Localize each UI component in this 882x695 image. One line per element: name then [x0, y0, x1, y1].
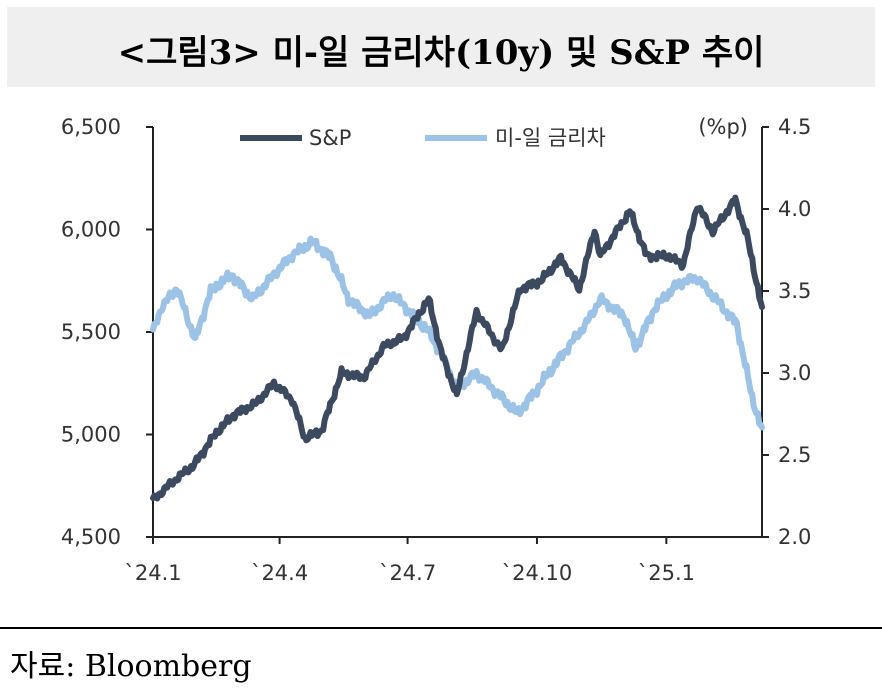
right-tick-label: 4.0: [778, 197, 811, 221]
right-tick-label: 4.5: [778, 115, 811, 139]
series-line-sp500: [150, 194, 765, 502]
x-tick-label: `24.7: [379, 561, 436, 585]
title-bar: <그림3> 미-일 금리차(10y) 및 S&P 추이: [7, 7, 875, 87]
left-tick-label: 5,500: [61, 320, 121, 344]
left-tick-label: 6,500: [61, 115, 121, 139]
right-tick-label: 2.0: [778, 525, 811, 549]
x-tick-label: `25.1: [638, 561, 695, 585]
source-note: 자료: Bloomberg: [10, 649, 252, 684]
tick-labels: 4,500 5,000 5,500 6,000 6,500 2.0 2.5 3.0 3.5 4.0…: [61, 115, 812, 585]
chart-title: <그림3> 미-일 금리차(10y) 및 S&P 추이: [117, 33, 765, 73]
right-tick-label: 2.5: [778, 443, 811, 467]
x-tick-label: `24.4: [251, 561, 308, 585]
axes: [146, 126, 769, 544]
series-lines: [150, 194, 765, 502]
right-tick-label: 3.0: [778, 361, 811, 385]
right-axis-unit: (%p): [698, 115, 748, 139]
left-tick-label: 4,500: [61, 525, 121, 549]
left-tick-label: 6,000: [61, 218, 121, 242]
legend: S&P 미-일 금리차: [240, 126, 606, 150]
chart: 4,500 5,000 5,500 6,000 6,500 2.0 2.5 3.0 3.5 4.0…: [61, 115, 812, 585]
series-line-rate-spread: [150, 235, 765, 431]
x-tick-label: `24.10: [502, 561, 573, 585]
x-tick-label: `24.1: [124, 561, 181, 585]
source-divider: [0, 627, 882, 629]
left-tick-label: 5,000: [61, 423, 121, 447]
legend-label-rate-spread: 미-일 금리차: [495, 126, 606, 150]
legend-label-sp500: S&P: [309, 126, 351, 150]
right-tick-label: 3.5: [778, 279, 811, 303]
